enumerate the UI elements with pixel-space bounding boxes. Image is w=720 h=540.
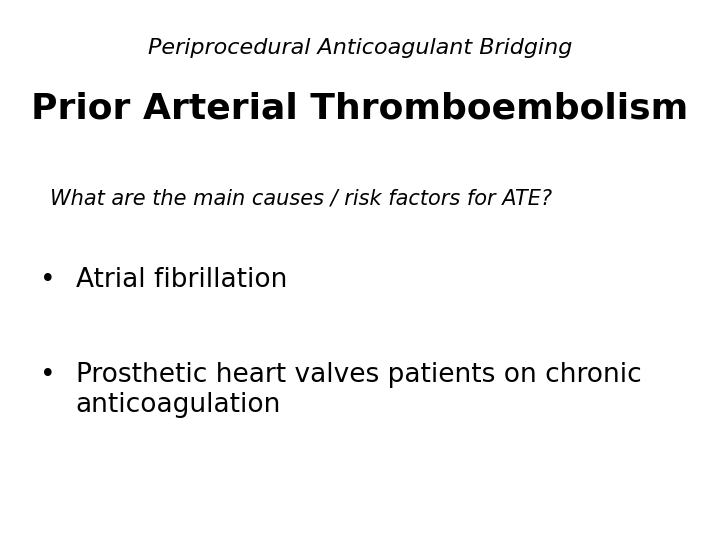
Text: Atrial fibrillation: Atrial fibrillation [76,267,287,293]
Text: •: • [40,267,55,293]
Text: •: • [40,362,55,388]
Text: Periprocedural Anticoagulant Bridging: Periprocedural Anticoagulant Bridging [148,38,572,58]
Text: Prosthetic heart valves patients on chronic
anticoagulation: Prosthetic heart valves patients on chro… [76,362,642,418]
Text: Prior Arterial Thromboembolism: Prior Arterial Thromboembolism [32,92,688,126]
Text: What are the main causes / risk factors for ATE?: What are the main causes / risk factors … [50,189,552,209]
